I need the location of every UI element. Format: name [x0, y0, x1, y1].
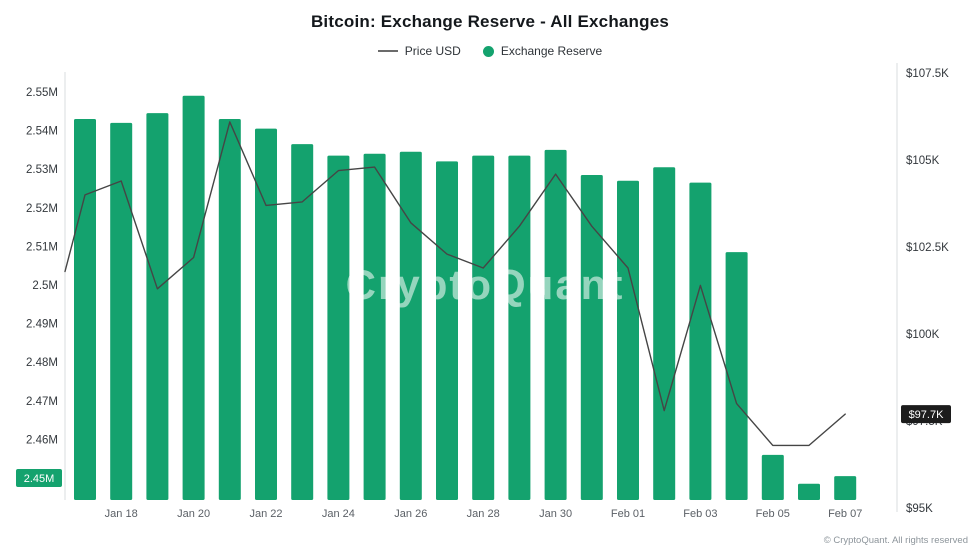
x-axis-ticks: Jan 18 Jan 20 Jan 22 Jan 24 Jan 26 Jan 28 Jan … [105, 508, 863, 520]
reserve-bar[interactable] [146, 113, 169, 500]
left-axis-ticks: 2.55M 2.54M 2.53M 2.52M 2.51M 2.5M 2.49M 2.48M 2… [26, 87, 58, 446]
reserve-bar[interactable] [74, 118, 96, 500]
legend-item-price[interactable]: Price USD [377, 44, 461, 58]
left-axis-tick-label: 2.51M [26, 241, 58, 253]
reserve-bar[interactable] [580, 174, 603, 500]
x-axis-tick-label: Jan 24 [322, 508, 355, 520]
reserve-bars[interactable] [74, 95, 857, 501]
price-line-swatch-icon [377, 50, 398, 52]
svg-text:$97.7K: $97.7K [909, 409, 945, 421]
reserve-bar[interactable] [363, 153, 386, 500]
x-axis-tick-label: Jan 22 [249, 508, 282, 520]
svg-text:2.45M: 2.45M [24, 473, 55, 485]
reserve-bar[interactable] [436, 161, 458, 501]
left-axis-tick-label: 2.52M [26, 203, 58, 215]
left-axis-tick-label: 2.49M [26, 319, 58, 331]
reserve-bar[interactable] [725, 252, 748, 500]
reserve-bar[interactable] [617, 180, 639, 500]
reserve-bar[interactable] [291, 144, 314, 500]
x-axis-tick-label: Jan 28 [467, 508, 500, 520]
x-axis-tick-label: Jan 30 [539, 508, 572, 520]
price-line[interactable] [64, 121, 846, 447]
left-axis-tick-label: 2.55M [26, 87, 58, 99]
reserve-bar[interactable] [399, 151, 422, 500]
left-axis-tick-label: 2.47M [26, 396, 58, 408]
x-axis-tick-label: Jan 20 [177, 508, 210, 520]
price-value-badge: $97.7K [901, 405, 951, 424]
left-axis-tick-label: 2.54M [26, 126, 58, 138]
reserve-bar[interactable] [653, 167, 676, 500]
legend-item-reserve[interactable]: Exchange Reserve [482, 44, 603, 58]
reserve-bar[interactable] [110, 122, 133, 501]
legend-label-price: Price USD [404, 44, 461, 58]
reserve-bar[interactable] [761, 454, 784, 500]
reserve-bar[interactable] [472, 155, 495, 500]
right-axis-ticks: $107.5K$105K$102.5K$100K$97.5K$95K [906, 68, 949, 515]
reserve-bar[interactable] [218, 118, 241, 500]
copyright-text: © CryptoQuant. All rights reserved [823, 535, 968, 546]
reserve-bar[interactable] [544, 149, 567, 500]
right-axis-tick-label: $100K [906, 329, 940, 341]
reserve-dot-swatch-icon [482, 45, 494, 57]
legend-label-reserve: Exchange Reserve [500, 44, 603, 58]
reserve-bar[interactable] [508, 155, 531, 500]
reserve-bar[interactable] [327, 155, 350, 500]
right-axis-tick-label: $95K [906, 503, 933, 515]
chart-title: Bitcoin: Exchange Reserve - All Exchange… [310, 12, 670, 31]
x-axis-tick-label: Feb 07 [828, 508, 862, 520]
x-axis-tick-label: Feb 03 [683, 508, 717, 520]
right-axis-tick-label: $102.5K [906, 242, 949, 254]
reserve-bar[interactable] [255, 128, 277, 500]
x-axis-tick-label: Jan 18 [105, 508, 138, 520]
x-axis-tick-label: Jan 26 [394, 508, 427, 520]
chart-legend: Price USD Exchange Reserve [0, 44, 980, 58]
reserve-bar[interactable] [834, 476, 857, 500]
reserve-bar[interactable] [798, 483, 820, 500]
left-axis-tick-label: 2.5M [32, 280, 58, 292]
reserve-bar[interactable] [689, 182, 712, 500]
left-axis-tick-label: 2.48M [26, 357, 58, 369]
right-axis-tick-label: $107.5K [906, 68, 949, 80]
left-axis-tick-label: 2.46M [26, 434, 58, 446]
reserve-bar[interactable] [182, 95, 205, 501]
watermark-text: CryptoQuant [346, 261, 625, 308]
left-axis-tick-label: 2.53M [26, 164, 58, 176]
right-axis-tick-label: $105K [906, 155, 940, 167]
reserve-value-badge: 2.45M [16, 468, 62, 487]
x-axis-tick-label: Feb 05 [756, 508, 790, 520]
x-axis-tick-label: Feb 01 [611, 508, 645, 520]
